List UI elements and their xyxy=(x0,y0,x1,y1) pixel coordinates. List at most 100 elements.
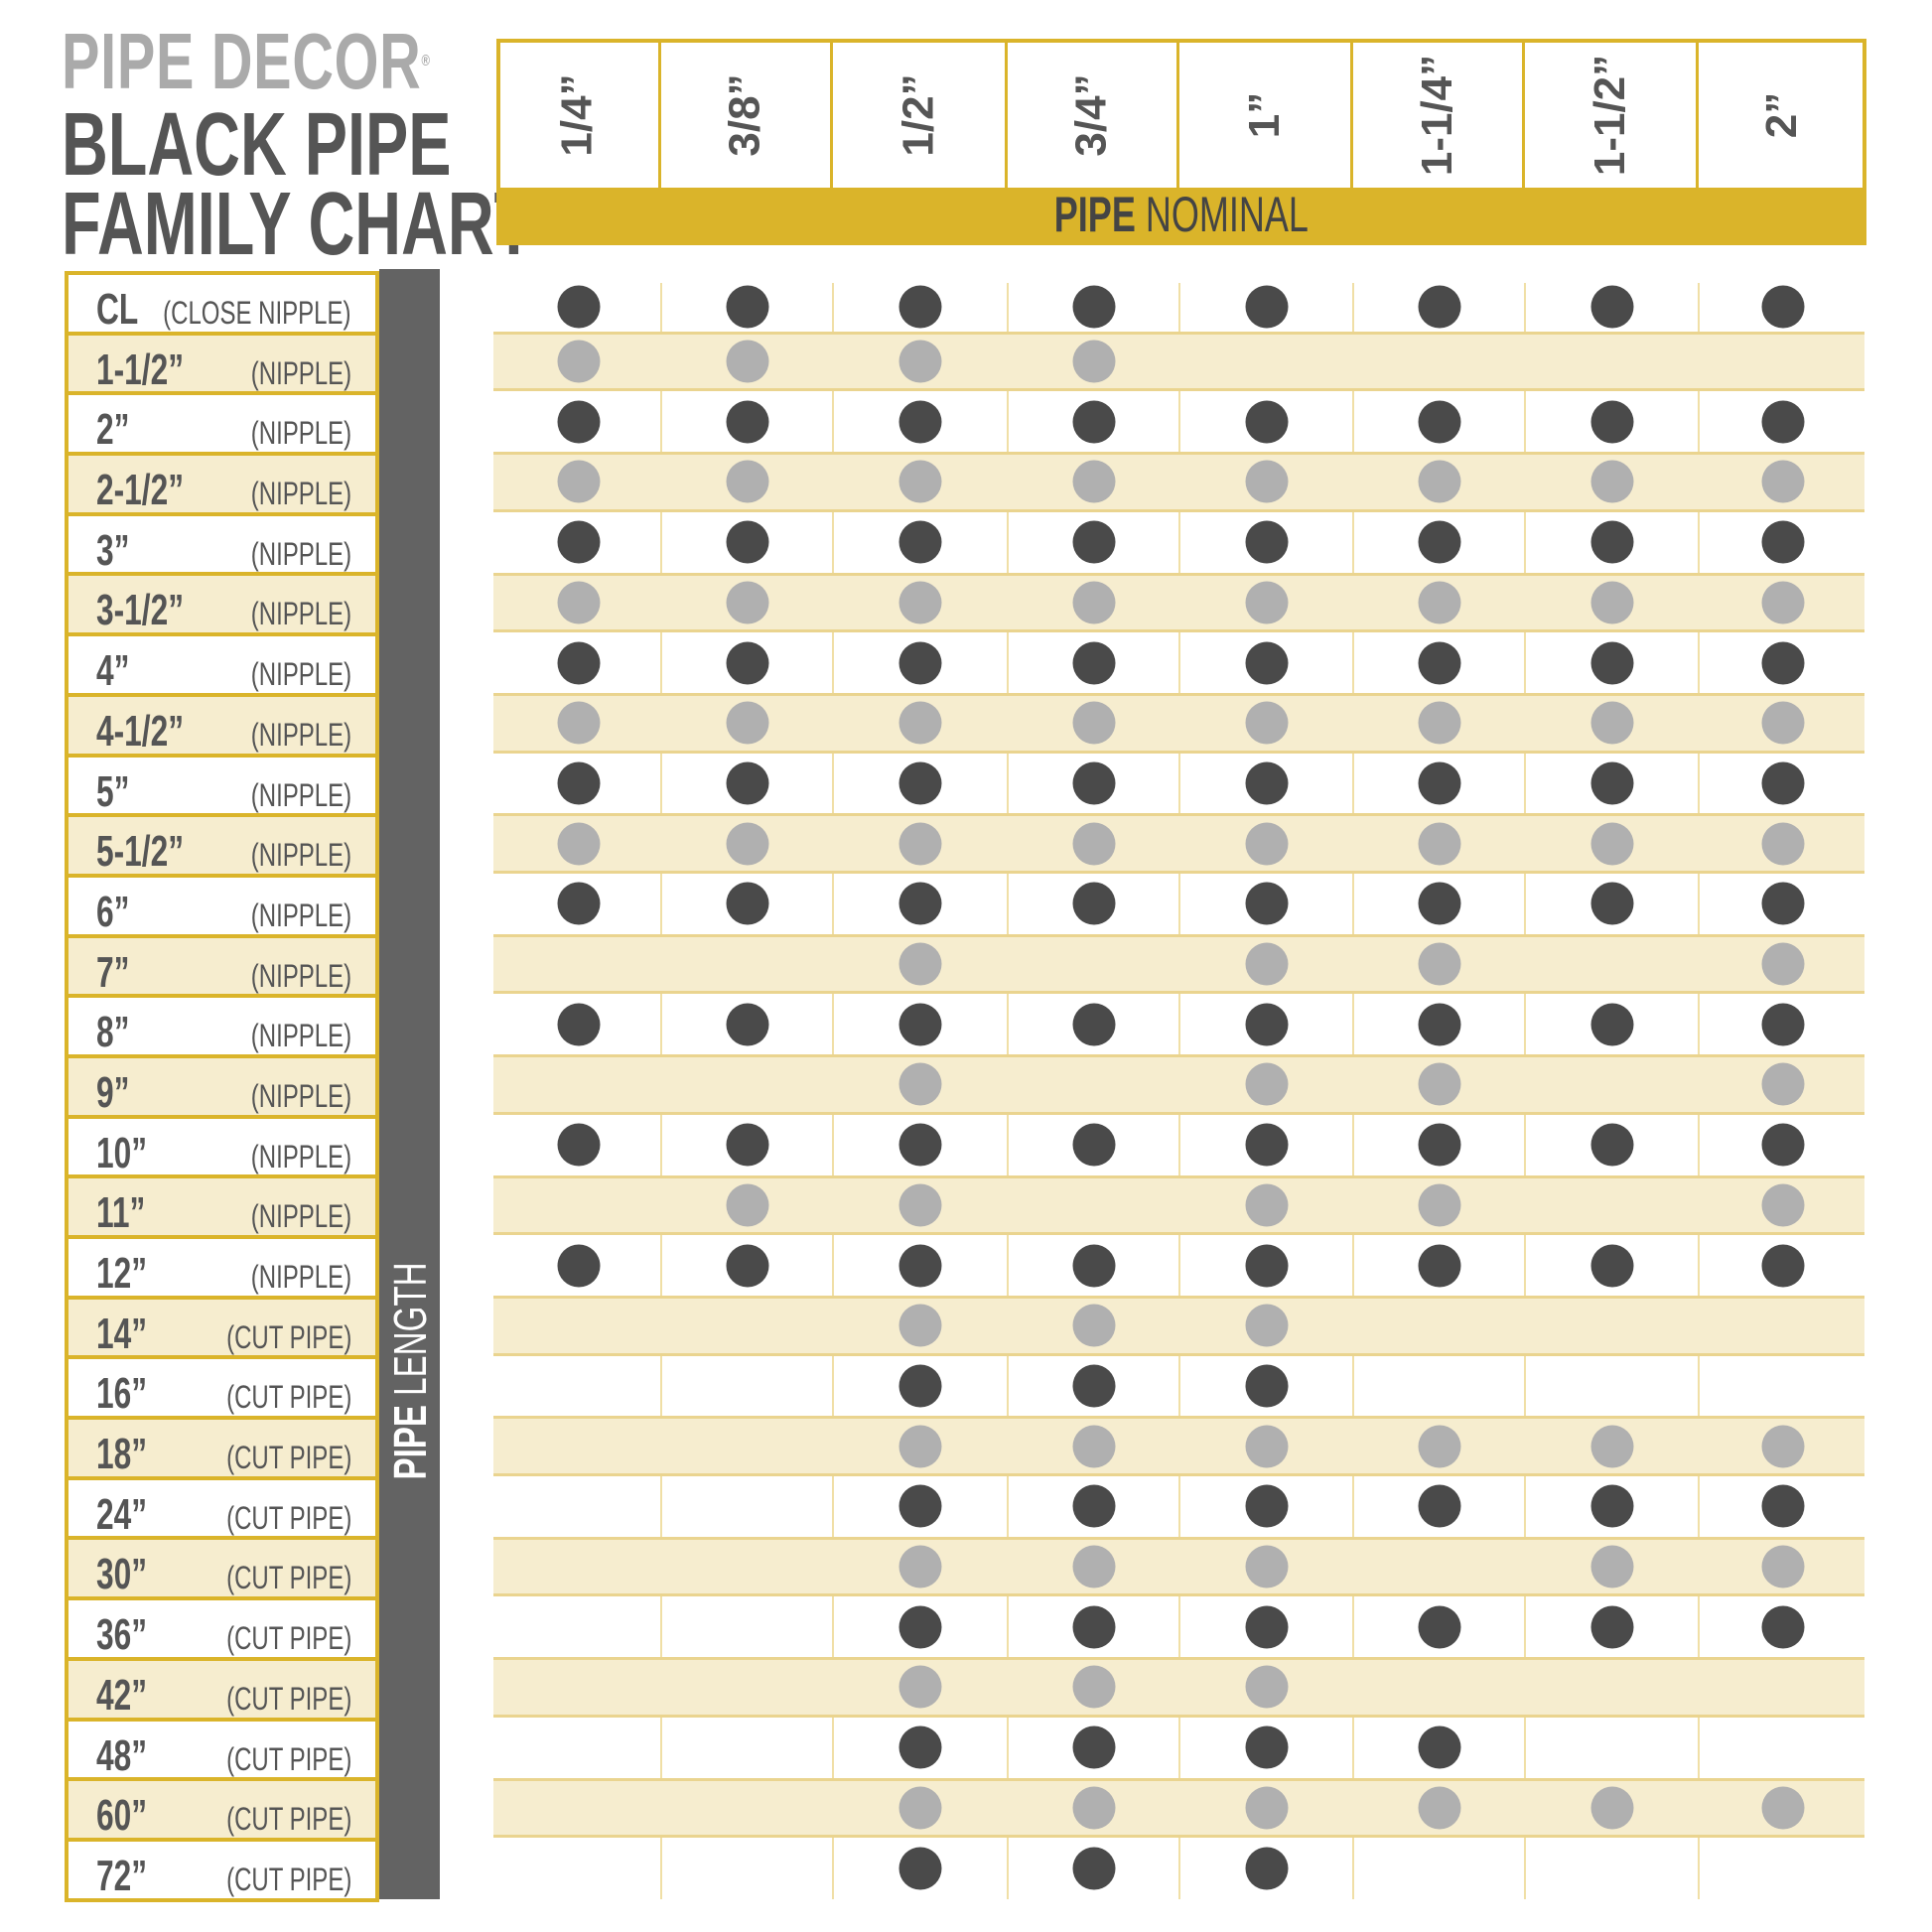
row-kind: (CUT PIPE) xyxy=(225,1440,351,1476)
availability-dot xyxy=(1590,1786,1633,1830)
availability-dot xyxy=(1245,1244,1288,1288)
availability-dot xyxy=(1418,1003,1460,1046)
availability-dot xyxy=(726,400,768,444)
row-label: 48” (CUT PIPE) xyxy=(69,1722,375,1782)
availability-dot xyxy=(1590,882,1633,925)
availability-dot xyxy=(1590,1425,1633,1468)
availability-dot xyxy=(1761,822,1804,866)
row-label: 60” (CUT PIPE) xyxy=(69,1781,375,1842)
availability-dot xyxy=(1072,1304,1115,1347)
availability-dot xyxy=(1761,641,1804,685)
availability-dot xyxy=(557,520,601,564)
row-length: 6” xyxy=(96,887,130,936)
y-axis-bar: PIPE LENGTH xyxy=(379,269,440,1899)
availability-dot xyxy=(1761,460,1804,503)
row-stripe xyxy=(493,692,1864,754)
availability-dot xyxy=(1245,1786,1288,1830)
availability-dot xyxy=(898,761,942,805)
availability-dot xyxy=(1072,701,1115,745)
row-length: 3” xyxy=(96,525,130,575)
row-stripe xyxy=(493,331,1864,392)
availability-dot xyxy=(1245,1183,1288,1227)
row-kind: (CUT PIPE) xyxy=(225,1499,351,1536)
availability-dot xyxy=(1245,460,1288,503)
row-kind: (NIPPLE) xyxy=(250,415,351,452)
row-kind: (NIPPLE) xyxy=(250,1198,351,1235)
row-kind: (CUT PIPE) xyxy=(225,1740,351,1777)
row-length: 42” xyxy=(96,1670,148,1720)
tick-label: 3/8” xyxy=(720,73,769,157)
availability-dot xyxy=(1761,581,1804,624)
availability-dot xyxy=(1072,1545,1115,1588)
row-label: 12” (NIPPLE) xyxy=(69,1239,375,1300)
availability-dot xyxy=(1418,822,1460,866)
row-kind: (NIPPLE) xyxy=(250,1138,351,1174)
availability-dot xyxy=(898,1244,942,1288)
availability-dot xyxy=(1761,1183,1804,1227)
availability-dot xyxy=(1072,285,1115,329)
row-length: 30” xyxy=(96,1550,148,1599)
availability-dot xyxy=(1590,761,1633,805)
availability-dot xyxy=(1761,882,1804,925)
availability-dot xyxy=(898,1364,942,1408)
row-length: 36” xyxy=(96,1610,148,1660)
row-length: 4” xyxy=(96,646,130,696)
availability-dot xyxy=(898,1123,942,1167)
row-stripe xyxy=(493,1777,1864,1839)
availability-dot xyxy=(557,1123,601,1167)
row-kind: (NIPPLE) xyxy=(250,897,351,933)
availability-dot xyxy=(557,400,601,444)
availability-dot xyxy=(1418,400,1460,444)
row-label: 24” (CUT PIPE) xyxy=(69,1480,375,1541)
row-length: CL xyxy=(96,285,139,334)
availability-dot xyxy=(1761,1605,1804,1649)
row-stripe xyxy=(493,1295,1864,1356)
row-length: 1-1/2” xyxy=(96,345,185,394)
x-axis-title: PIPE NOMINAL xyxy=(500,187,1863,242)
availability-dot xyxy=(1590,581,1633,624)
availability-dot xyxy=(1418,1605,1460,1649)
row-length: 3-1/2” xyxy=(96,586,185,635)
availability-dot xyxy=(1072,1123,1115,1167)
availability-dot xyxy=(726,460,768,503)
availability-dot xyxy=(1590,641,1633,685)
availability-dot xyxy=(1072,641,1115,685)
row-stripe xyxy=(493,1174,1864,1236)
page-title-line1: BLACK PIPE xyxy=(62,95,452,195)
availability-dot xyxy=(557,882,601,925)
brand-logo: PIPE DECOR® xyxy=(62,17,431,105)
availability-dot xyxy=(1418,882,1460,925)
availability-dot xyxy=(557,641,601,685)
availability-dot xyxy=(1245,520,1288,564)
row-label: 4” (NIPPLE) xyxy=(69,636,375,697)
column-header-cell: 1” xyxy=(1179,43,1353,188)
tick-label: 1” xyxy=(1239,91,1289,139)
availability-dot xyxy=(1761,1244,1804,1288)
availability-dot xyxy=(1590,1545,1633,1588)
availability-dot xyxy=(898,1665,942,1709)
availability-dot xyxy=(1245,581,1288,624)
availability-dot xyxy=(898,882,942,925)
availability-dot xyxy=(1072,1003,1115,1046)
availability-dot xyxy=(557,460,601,503)
availability-dot xyxy=(726,701,768,745)
availability-dot xyxy=(1418,761,1460,805)
row-length: 10” xyxy=(96,1128,148,1177)
column-header-cell: 1/2” xyxy=(833,43,1008,188)
availability-dot xyxy=(1245,1003,1288,1046)
availability-dot xyxy=(1245,1304,1288,1347)
availability-dot xyxy=(1418,1244,1460,1288)
row-kind: (NIPPLE) xyxy=(250,596,351,632)
availability-dot xyxy=(726,1123,768,1167)
availability-dot xyxy=(1590,1003,1633,1046)
availability-dot xyxy=(1761,701,1804,745)
availability-dot xyxy=(1072,822,1115,866)
column-header-cell: 3/8” xyxy=(661,43,833,188)
row-kind: (NIPPLE) xyxy=(250,1259,351,1295)
availability-dot xyxy=(1245,400,1288,444)
availability-dot xyxy=(1590,1244,1633,1288)
availability-dot xyxy=(726,761,768,805)
availability-dot xyxy=(898,1545,942,1588)
row-kind: (NIPPLE) xyxy=(250,1077,351,1114)
availability-dot xyxy=(1072,1364,1115,1408)
